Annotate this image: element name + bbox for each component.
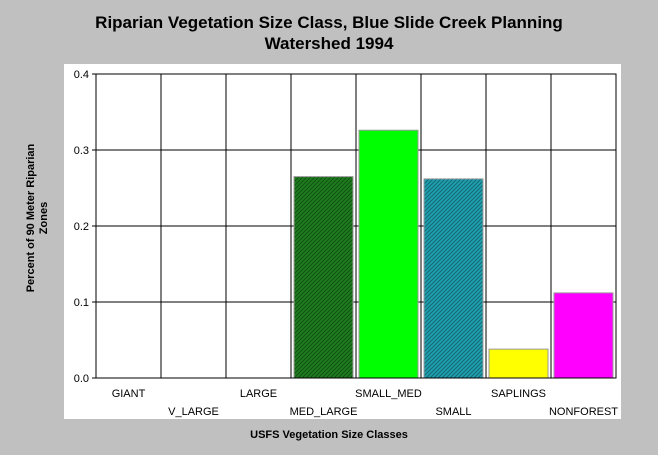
plot-frame	[95, 73, 617, 379]
x-tick-label: NONFOREST	[549, 406, 618, 418]
bar-small-med	[358, 129, 419, 379]
y-axis-label-line-1: Percent of 90 Meter Riparian	[25, 143, 37, 293]
y-tick-label: 0.3	[74, 145, 89, 157]
x-tick-label: SAPLINGS	[491, 388, 546, 400]
chart-title-line-1: Riparian Vegetation Size Class, Blue Sli…	[95, 13, 563, 32]
x-tick-label: V_LARGE	[168, 406, 219, 418]
chart-title-line-2: Watershed 1994	[264, 34, 394, 53]
y-axis-label-line-2: Zones	[38, 201, 50, 235]
y-tick-label: 0.4	[74, 69, 89, 81]
bar-small	[423, 178, 484, 379]
x-tick-label: SMALL_MED	[355, 388, 422, 400]
x-tick-label: MED_LARGE	[290, 406, 358, 418]
y-axis-label: Percent of 90 Meter Riparian Zones	[25, 144, 51, 293]
x-axis-label: USFS Vegetation Size Classes	[250, 429, 408, 441]
y-tick-label: 0.0	[74, 373, 89, 385]
bar-nonforest	[553, 292, 614, 379]
bar-med-large	[293, 176, 354, 379]
x-tick-label: GIANT	[112, 388, 146, 400]
chart-title: Riparian Vegetation Size Class, Blue Sli…	[0, 12, 658, 54]
y-tick-label: 0.1	[74, 297, 89, 309]
x-tick-label: SMALL	[435, 406, 471, 418]
y-tick-label: 0.2	[74, 221, 89, 233]
x-tick-label: LARGE	[240, 388, 277, 400]
bar-saplings	[488, 348, 549, 379]
